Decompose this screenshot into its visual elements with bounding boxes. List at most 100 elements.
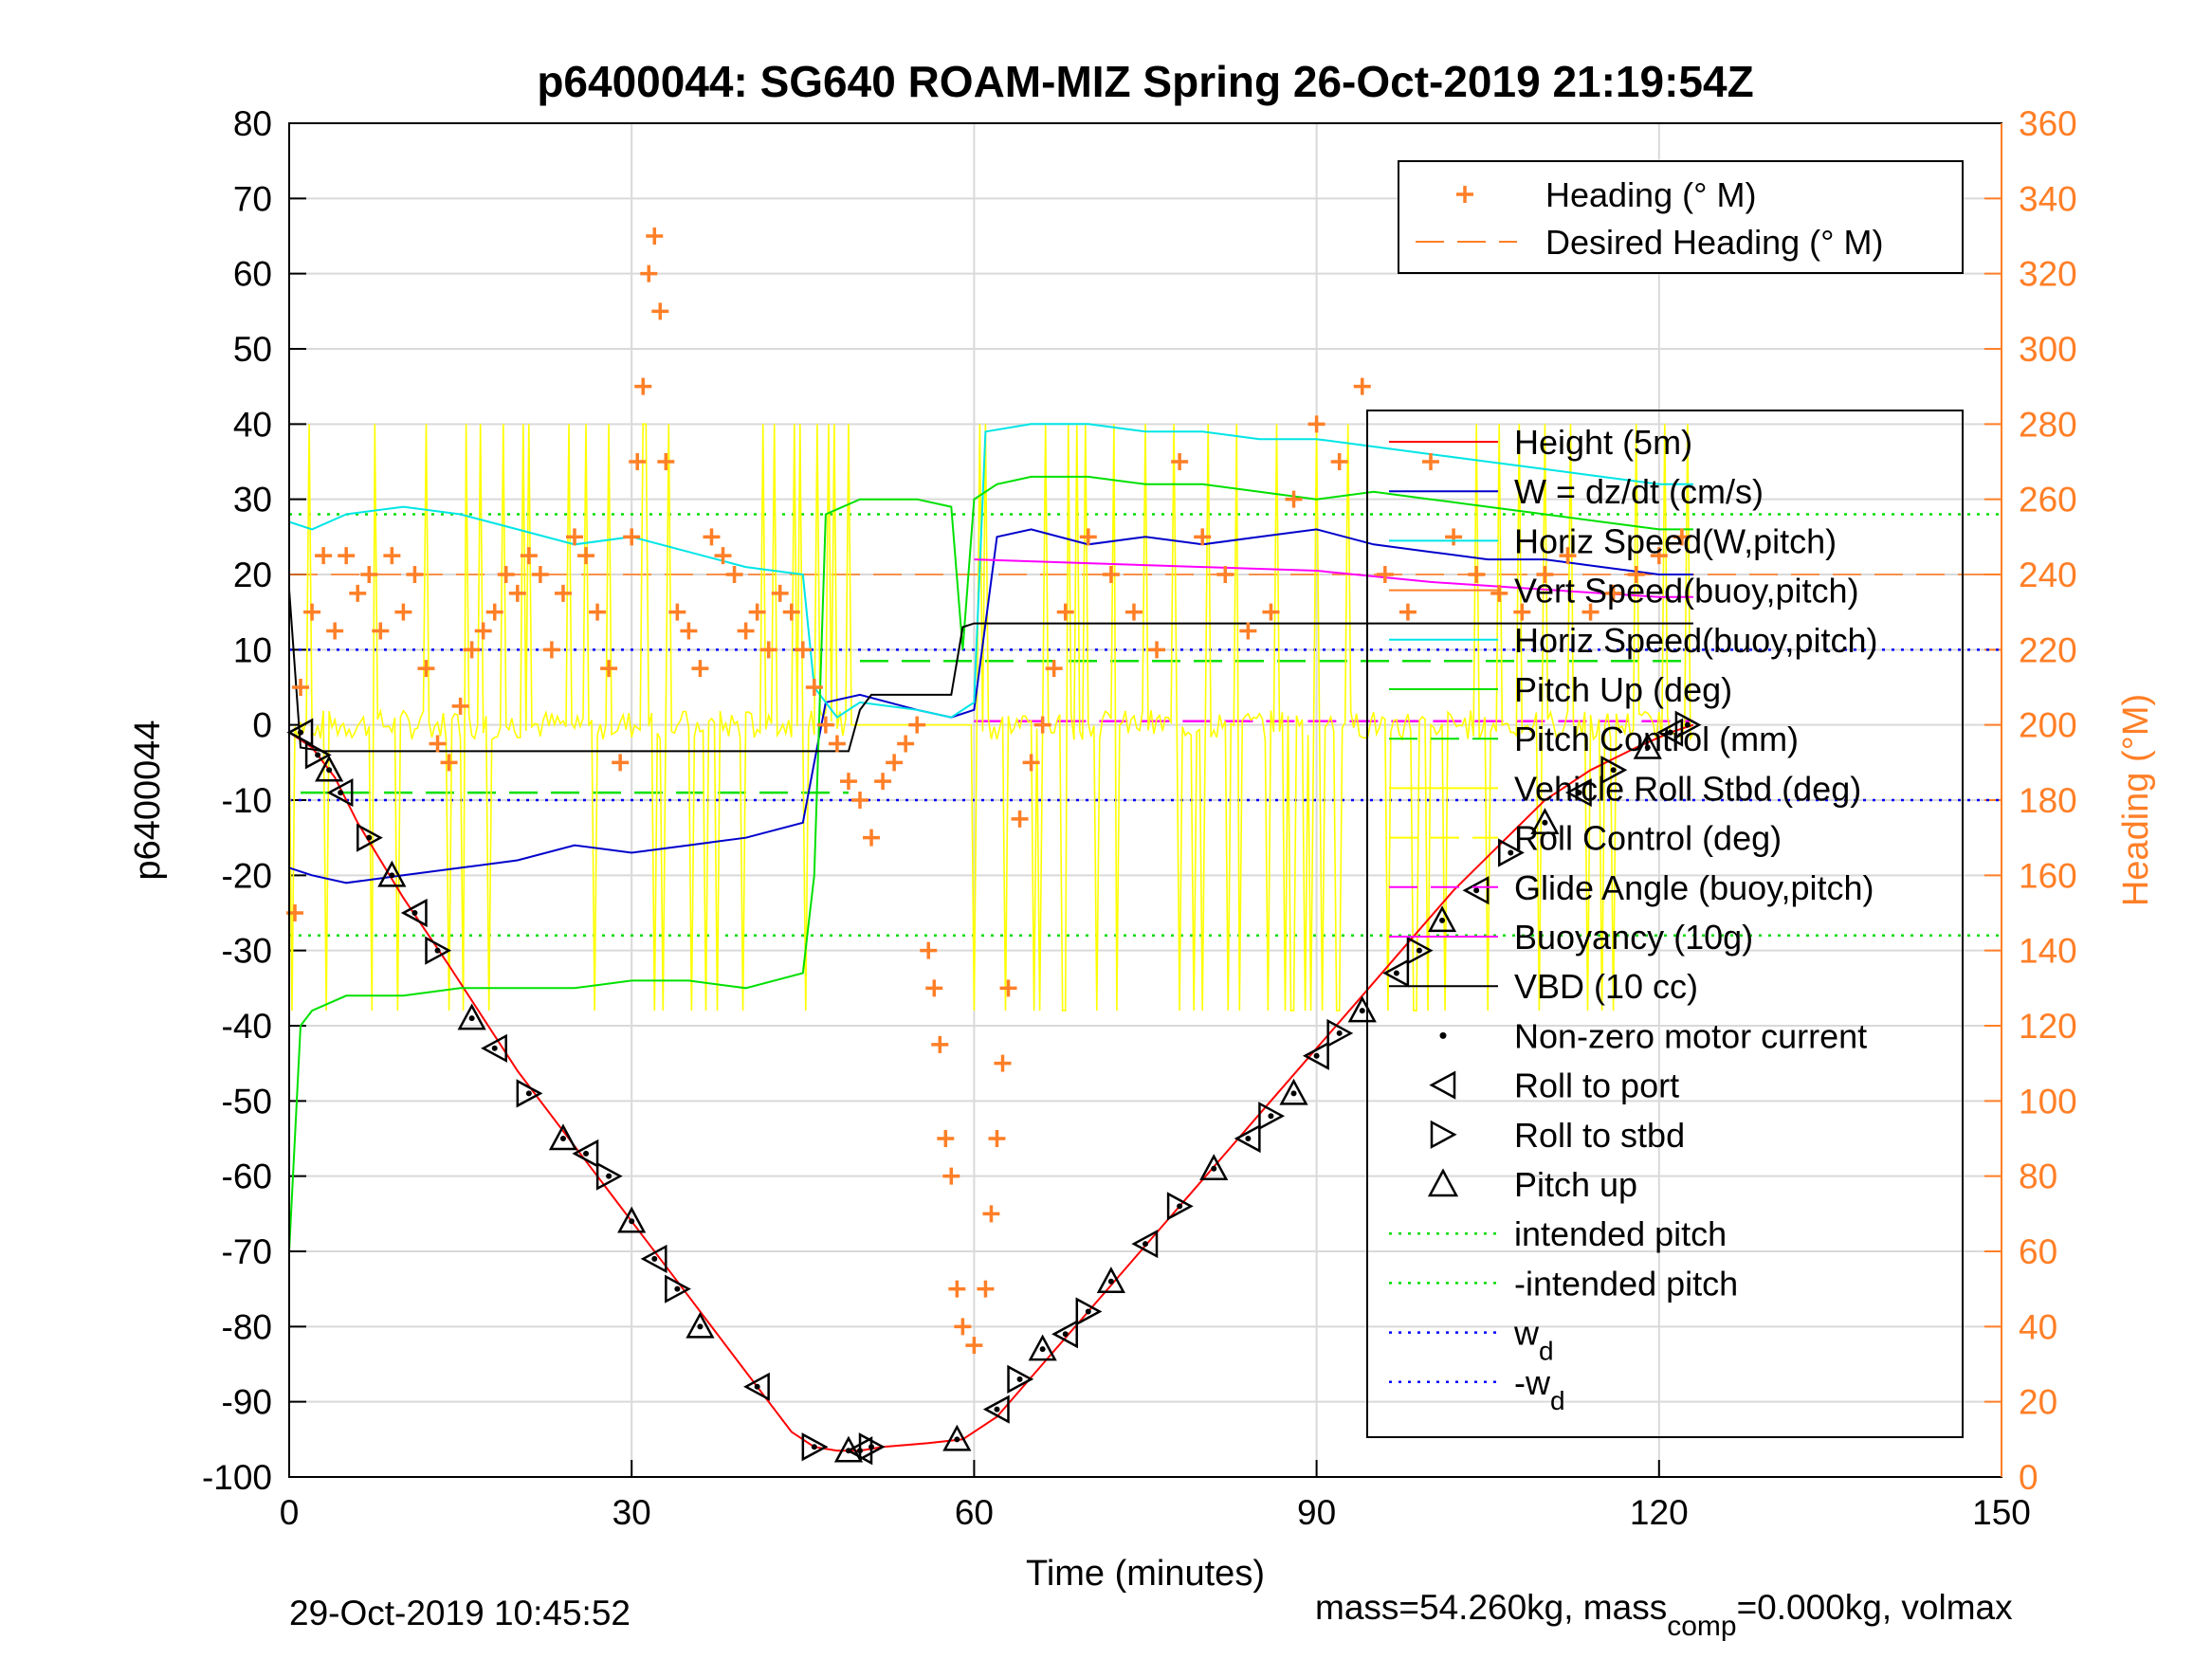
heading-point xyxy=(394,603,412,621)
motor-current-dot xyxy=(651,1255,658,1262)
motor-current-dot xyxy=(1107,1278,1114,1285)
roll-port-marker xyxy=(1656,718,1684,747)
heading-point xyxy=(612,754,630,772)
roll-port-marker xyxy=(481,1033,507,1063)
roll-stbd-marker xyxy=(1600,756,1628,785)
legend-top-label: Desired Heading (° M) xyxy=(1545,223,1884,262)
motor-markers xyxy=(286,710,1702,1466)
y2-tick-label: 20 xyxy=(2019,1383,2057,1422)
roll-stbd-marker xyxy=(665,1274,691,1304)
heading-point xyxy=(1148,641,1166,659)
heading-point xyxy=(714,547,732,565)
y2-tick-label: 0 xyxy=(2019,1458,2038,1497)
pitch-up-marker xyxy=(942,1424,972,1451)
motor-current-dot xyxy=(1039,1346,1046,1353)
heading-point xyxy=(429,735,447,753)
y-tick-label: 10 xyxy=(233,630,272,669)
y-tick-label: 50 xyxy=(233,330,272,369)
heading-point xyxy=(725,566,743,583)
motor-current-dot xyxy=(1610,767,1617,774)
legend-label: W = dz/dt (cm/s) xyxy=(1514,472,1764,511)
heading-point xyxy=(474,622,492,640)
heading-point xyxy=(360,566,378,583)
motor-current-dot xyxy=(1245,1136,1252,1141)
y2-tick-label: 60 xyxy=(2019,1232,2057,1271)
heading-point xyxy=(1536,566,1554,583)
motor-current-dot xyxy=(326,767,333,774)
legend-label: Horiz Speed(buoy,pitch) xyxy=(1514,621,1878,660)
motor-current-dot xyxy=(525,1090,532,1097)
motor-current-dot xyxy=(811,1444,817,1450)
x-tick-label: 150 xyxy=(1972,1493,2031,1532)
legend-label: VBD (10 cc) xyxy=(1514,967,1698,1006)
series-vbd-10-cc xyxy=(288,589,1693,753)
legend-label: Pitch up xyxy=(1514,1165,1637,1204)
heading-point xyxy=(554,584,572,602)
heading-point xyxy=(748,603,766,621)
heading-point xyxy=(383,547,401,565)
roll-stbd-marker xyxy=(801,1432,829,1462)
pitch-up-marker xyxy=(1347,995,1377,1023)
motor-current-dot xyxy=(1336,1030,1343,1036)
legend-label: -intended pitch xyxy=(1514,1264,1738,1303)
heading-point xyxy=(640,264,658,283)
heading-point xyxy=(1604,584,1622,602)
y2-tick-label: 340 xyxy=(2019,179,2077,218)
x-tick-label: 60 xyxy=(955,1493,994,1532)
motor-current-dot xyxy=(754,1383,760,1390)
pitch-up-marker xyxy=(457,1003,486,1030)
roll-port-marker xyxy=(743,1372,770,1401)
y-tick-label: -80 xyxy=(222,1307,272,1346)
motor-current-dot xyxy=(1062,1331,1069,1338)
motor-current-dot xyxy=(1268,1113,1274,1120)
legend-label: Vehicle Roll Stbd (deg) xyxy=(1514,769,1861,808)
series-buoyancy-10g xyxy=(974,558,1693,598)
heading-point xyxy=(1581,603,1600,621)
heading-point xyxy=(1468,566,1486,583)
roll-port-marker xyxy=(640,1244,667,1274)
heading-point xyxy=(691,660,709,678)
heading-point xyxy=(805,679,823,696)
y2-tick-label: 180 xyxy=(2019,781,2077,820)
pitch-up-marker xyxy=(1530,808,1560,835)
heading-point xyxy=(508,584,526,602)
roll-port-marker xyxy=(1234,1123,1261,1154)
motor-current-dot xyxy=(338,790,344,796)
heading-point xyxy=(1239,622,1257,640)
legend-dot xyxy=(1439,1031,1447,1039)
roll-port-marker xyxy=(286,718,314,747)
roll-port-marker xyxy=(982,1395,1010,1424)
heading-point xyxy=(1124,603,1143,621)
heading-point xyxy=(1445,528,1463,546)
heading-point xyxy=(703,528,721,546)
roll-stbd-marker xyxy=(356,823,383,852)
roll-port-marker xyxy=(1382,958,1410,988)
heading-point xyxy=(440,754,458,772)
motor-current-dot xyxy=(1667,729,1673,736)
legend-main: Height (5m) W = dz/dt (cm/s) Horiz Speed(W… xyxy=(1366,410,1964,1438)
heading-point xyxy=(931,1035,949,1053)
heading-point xyxy=(315,547,333,565)
heading-point xyxy=(1353,377,1371,395)
legend-label: Height (5m) xyxy=(1514,423,1692,462)
y2-tick-label: 160 xyxy=(2019,856,2077,895)
heading-point xyxy=(1307,415,1325,433)
heading-point xyxy=(406,566,424,583)
motor-current-dot xyxy=(583,1150,590,1157)
y-tick-label: -90 xyxy=(222,1383,272,1422)
heading-point xyxy=(1330,453,1348,470)
roll-port-marker xyxy=(1302,1041,1329,1070)
heading-point xyxy=(1262,603,1280,621)
heading-point xyxy=(1627,566,1645,583)
roll-stbd-line xyxy=(288,423,1694,1012)
legend-label: Roll to port xyxy=(1514,1066,1679,1105)
motor-current-dot xyxy=(868,1444,875,1450)
motor-current-dot xyxy=(1016,1376,1023,1382)
heading-point xyxy=(1285,490,1303,508)
heading-point xyxy=(999,979,1017,997)
heading-point xyxy=(897,735,915,753)
y2-tick-label: 280 xyxy=(2019,405,2077,444)
heading-point xyxy=(542,641,560,659)
y-tick-label: 60 xyxy=(233,255,272,294)
